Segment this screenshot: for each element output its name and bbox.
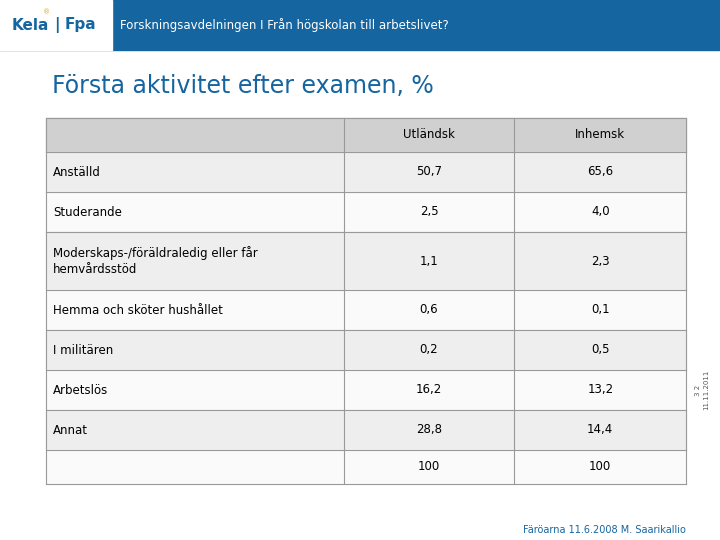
Text: 1,1: 1,1 bbox=[420, 254, 438, 267]
Text: 16,2: 16,2 bbox=[416, 383, 442, 396]
Text: Annat: Annat bbox=[53, 423, 88, 436]
Bar bbox=[46, 330, 686, 370]
Text: 0,6: 0,6 bbox=[420, 303, 438, 316]
Text: Kela: Kela bbox=[12, 17, 49, 32]
Text: 65,6: 65,6 bbox=[588, 165, 613, 179]
Bar bbox=[46, 290, 686, 330]
Text: Första aktivitet efter examen, %: Första aktivitet efter examen, % bbox=[52, 74, 433, 98]
Bar bbox=[46, 450, 686, 484]
Text: Arbetslös: Arbetslös bbox=[53, 383, 108, 396]
Text: Inhemsk: Inhemsk bbox=[575, 129, 625, 141]
Bar bbox=[46, 232, 686, 290]
Text: 100: 100 bbox=[418, 461, 440, 474]
Bar bbox=[46, 370, 686, 410]
Text: |: | bbox=[54, 17, 60, 33]
Bar bbox=[46, 410, 686, 450]
Text: 0,5: 0,5 bbox=[591, 343, 610, 356]
Text: 100: 100 bbox=[589, 461, 611, 474]
Text: 13,2: 13,2 bbox=[588, 383, 613, 396]
Text: 2,5: 2,5 bbox=[420, 206, 438, 219]
Text: Hemma och sköter hushållet: Hemma och sköter hushållet bbox=[53, 303, 223, 316]
Bar bbox=[0, 0, 720, 50]
Text: Forskningsavdelningen I Från högskolan till arbetslivet?: Forskningsavdelningen I Från högskolan t… bbox=[120, 18, 449, 32]
Bar bbox=[46, 118, 686, 152]
Bar bbox=[0, 0, 112, 50]
Bar bbox=[46, 152, 686, 192]
Text: 4,0: 4,0 bbox=[591, 206, 610, 219]
Text: 28,8: 28,8 bbox=[416, 423, 442, 436]
Text: Anställd: Anställd bbox=[53, 165, 101, 179]
Bar bbox=[46, 192, 686, 232]
Text: Moderskaps-/föräldraledig eller får
hemvårdsstöd: Moderskaps-/föräldraledig eller får hemv… bbox=[53, 246, 258, 276]
Text: Utländsk: Utländsk bbox=[403, 129, 455, 141]
Text: ®: ® bbox=[43, 9, 50, 15]
Text: 50,7: 50,7 bbox=[416, 165, 442, 179]
Text: 14,4: 14,4 bbox=[587, 423, 613, 436]
Text: Fpa: Fpa bbox=[64, 17, 96, 32]
Text: Studerande: Studerande bbox=[53, 206, 122, 219]
Text: 3 2
11.11.2011: 3 2 11.11.2011 bbox=[696, 370, 708, 410]
Text: 0,1: 0,1 bbox=[591, 303, 610, 316]
Text: 0,2: 0,2 bbox=[420, 343, 438, 356]
Text: 2,3: 2,3 bbox=[591, 254, 610, 267]
Text: Färöarna 11.6.2008 M. Saarikallio: Färöarna 11.6.2008 M. Saarikallio bbox=[523, 525, 686, 535]
Text: I militären: I militären bbox=[53, 343, 113, 356]
